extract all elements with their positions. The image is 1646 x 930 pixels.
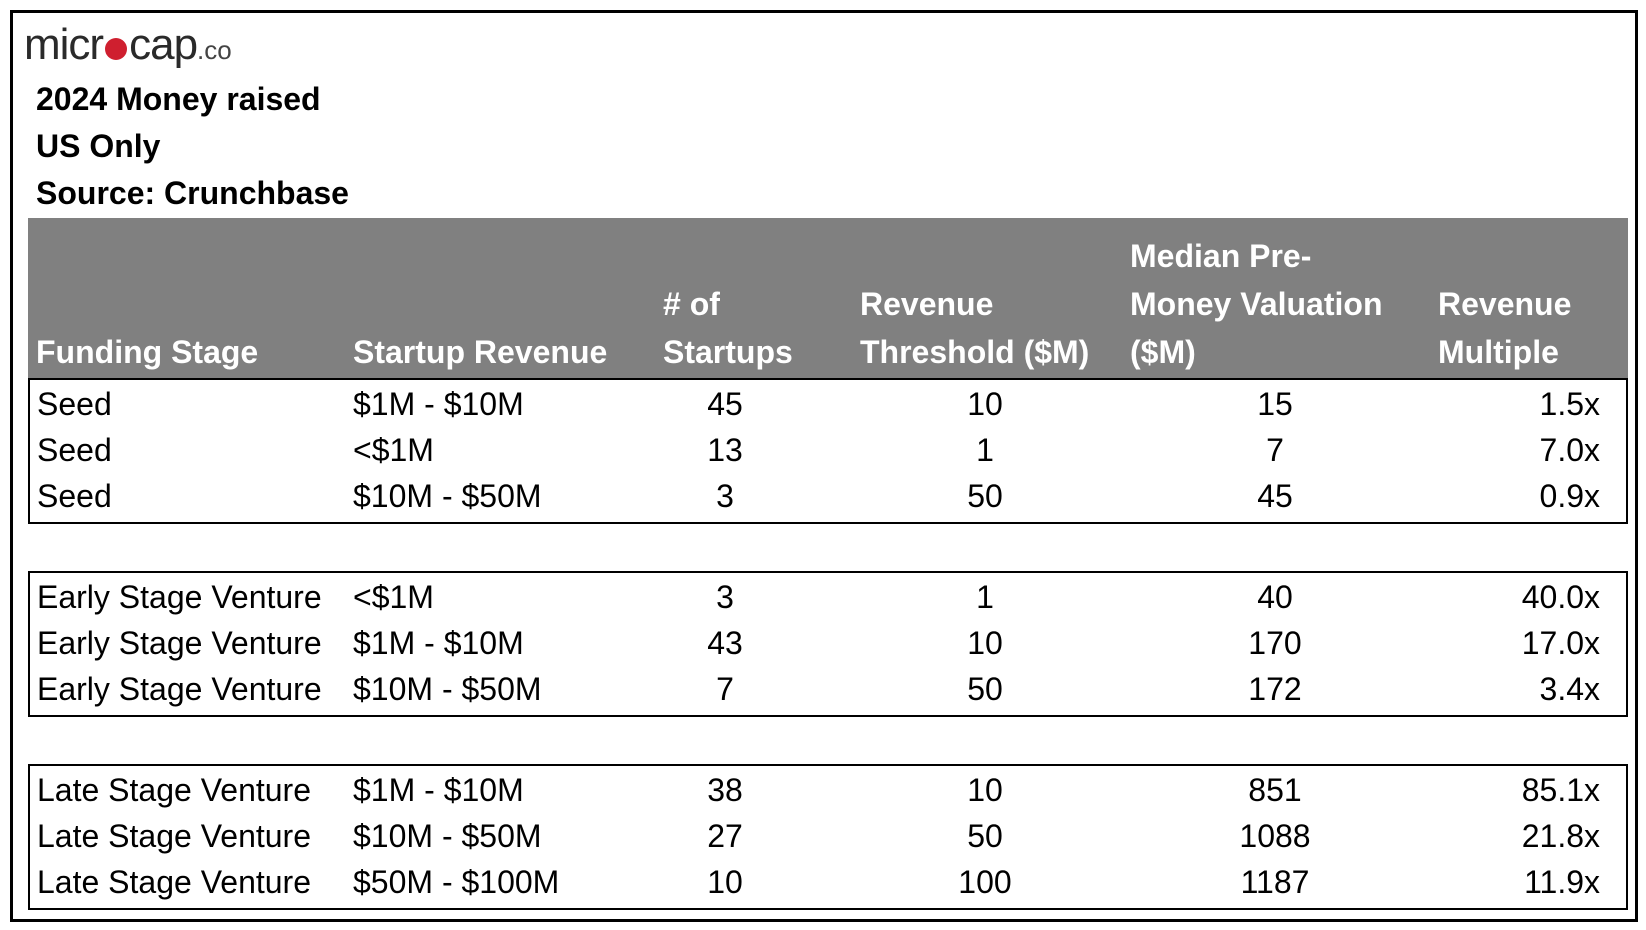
- logo-text-part1: micr: [24, 20, 104, 69]
- cell-startup-revenue: $50M - $100M: [353, 864, 560, 900]
- table-row: Late Stage Venture $50M - $100M 10 100 1187 1…: [30, 858, 1626, 906]
- header-line: Startups: [663, 334, 793, 370]
- cell-funding-stage: Late Stage Venture: [37, 818, 311, 854]
- table-row: Early Stage Venture $10M - $50M 7 50 172 3.4x: [30, 665, 1626, 713]
- cell-number-of-startups: 27: [707, 818, 743, 854]
- cell-number-of-startups: 45: [707, 386, 743, 422]
- cell-number-of-startups: 3: [716, 579, 734, 615]
- header-revenue-threshold: Revenue Threshold ($M): [860, 280, 1120, 376]
- header-funding-stage: Funding Stage: [36, 328, 336, 376]
- table-group-late-stage: Late Stage Venture $1M - $10M 38 10 851 85.1x…: [28, 764, 1628, 910]
- cell-number-of-startups: 3: [716, 478, 734, 514]
- cell-revenue-multiple: 11.9x: [1524, 864, 1600, 900]
- header-line: Threshold ($M): [860, 334, 1090, 370]
- cell-number-of-startups: 38: [707, 772, 743, 808]
- cell-funding-stage: Seed: [37, 478, 112, 514]
- cell-revenue-multiple: 17.0x: [1521, 625, 1600, 661]
- cell-revenue-multiple: 3.4x: [1539, 671, 1600, 707]
- table-group-seed: Seed $1M - $10M 45 10 15 1.5x Seed <$1M 13 1 7 7.0x…: [28, 378, 1628, 524]
- cell-revenue-threshold: 10: [967, 772, 1003, 808]
- header-line: Revenue: [860, 286, 994, 322]
- figure-frame: [10, 10, 1638, 922]
- header-line: Funding Stage: [36, 334, 259, 370]
- header-number-of-startups: # of Startups: [663, 280, 833, 376]
- cell-revenue-threshold: 10: [967, 386, 1003, 422]
- table-header: Funding Stage Startup Revenue # of Start…: [28, 218, 1628, 378]
- logo-text-part2: cap: [129, 20, 198, 69]
- cell-median-valuation: 40: [1257, 579, 1293, 615]
- header-line: Median Pre-: [1130, 238, 1312, 274]
- header-line: Revenue: [1438, 286, 1572, 322]
- cell-revenue-threshold: 10: [967, 625, 1003, 661]
- cell-startup-revenue: $1M - $10M: [353, 386, 524, 422]
- cell-revenue-multiple: 0.9x: [1539, 478, 1600, 514]
- header-line: Money Valuation: [1130, 286, 1383, 322]
- chart-title: 2024 Money raised: [36, 81, 321, 117]
- header-line: ($M): [1130, 334, 1196, 370]
- cell-funding-stage: Late Stage Venture: [37, 864, 311, 900]
- cell-funding-stage: Seed: [37, 432, 112, 468]
- cell-funding-stage: Late Stage Venture: [37, 772, 311, 808]
- cell-number-of-startups: 7: [716, 671, 734, 707]
- cell-startup-revenue: <$1M: [353, 579, 434, 615]
- chart-subtitle-region: US Only: [36, 128, 161, 164]
- cell-revenue-multiple: 21.8x: [1521, 818, 1600, 854]
- cell-number-of-startups: 13: [707, 432, 743, 468]
- logo-suffix: .co: [197, 35, 232, 65]
- cell-funding-stage: Early Stage Venture: [37, 625, 322, 661]
- cell-revenue-threshold: 1: [976, 432, 994, 468]
- cell-startup-revenue: $10M - $50M: [353, 818, 542, 854]
- table-row: Early Stage Venture $1M - $10M 43 10 170 17.0…: [30, 619, 1626, 667]
- header-line: Startup Revenue: [353, 334, 608, 370]
- microcap-logo: micr cap.co: [24, 18, 232, 77]
- table-group-early-stage: Early Stage Venture <$1M 3 1 40 40.0x Early St…: [28, 571, 1628, 717]
- table-row: Late Stage Venture $10M - $50M 27 50 1088 21.…: [30, 812, 1626, 860]
- cell-revenue-multiple: 7.0x: [1539, 432, 1600, 468]
- table-row: Late Stage Venture $1M - $10M 38 10 851 85.1x: [30, 766, 1626, 814]
- cell-revenue-multiple: 1.5x: [1539, 386, 1600, 422]
- table-row: Seed <$1M 13 1 7 7.0x: [30, 426, 1626, 474]
- cell-revenue-multiple: 40.0x: [1521, 579, 1600, 615]
- cell-funding-stage: Early Stage Venture: [37, 671, 322, 707]
- cell-number-of-startups: 10: [707, 864, 743, 900]
- cell-startup-revenue: $1M - $10M: [353, 772, 524, 808]
- cell-median-valuation: 172: [1248, 671, 1302, 707]
- cell-revenue-threshold: 100: [958, 864, 1012, 900]
- table-row: Early Stage Venture <$1M 3 1 40 40.0x: [30, 573, 1626, 621]
- cell-number-of-startups: 43: [707, 625, 743, 661]
- logo-red-dot: [105, 38, 128, 60]
- cell-startup-revenue: $10M - $50M: [353, 671, 542, 707]
- cell-funding-stage: Seed: [37, 386, 112, 422]
- cell-revenue-threshold: 50: [967, 671, 1003, 707]
- cell-funding-stage: Early Stage Venture: [37, 579, 322, 615]
- cell-median-valuation: 15: [1257, 386, 1293, 422]
- cell-median-valuation: 45: [1257, 478, 1293, 514]
- cell-median-valuation: 851: [1248, 772, 1302, 808]
- header-revenue-multiple: Revenue Multiple: [1438, 280, 1608, 376]
- header-line: # of: [663, 286, 720, 322]
- cell-startup-revenue: <$1M: [353, 432, 434, 468]
- cell-revenue-multiple: 85.1x: [1521, 772, 1600, 808]
- cell-median-valuation: 170: [1248, 625, 1302, 661]
- chart-source: Source: Crunchbase: [36, 175, 349, 211]
- cell-revenue-threshold: 50: [967, 478, 1003, 514]
- cell-median-valuation: 1187: [1240, 864, 1310, 900]
- table-row: Seed $10M - $50M 3 50 45 0.9x: [30, 472, 1626, 520]
- cell-revenue-threshold: 1: [976, 579, 994, 615]
- header-startup-revenue: Startup Revenue: [353, 328, 643, 376]
- cell-startup-revenue: $10M - $50M: [353, 478, 542, 514]
- cell-median-valuation: 7: [1266, 432, 1284, 468]
- cell-startup-revenue: $1M - $10M: [353, 625, 524, 661]
- cell-median-valuation: 1088: [1239, 818, 1311, 854]
- header-median-valuation: Median Pre- Money Valuation ($M): [1130, 232, 1410, 376]
- header-line: Multiple: [1438, 334, 1559, 370]
- table-row: Seed $1M - $10M 45 10 15 1.5x: [30, 380, 1626, 428]
- cell-revenue-threshold: 50: [967, 818, 1003, 854]
